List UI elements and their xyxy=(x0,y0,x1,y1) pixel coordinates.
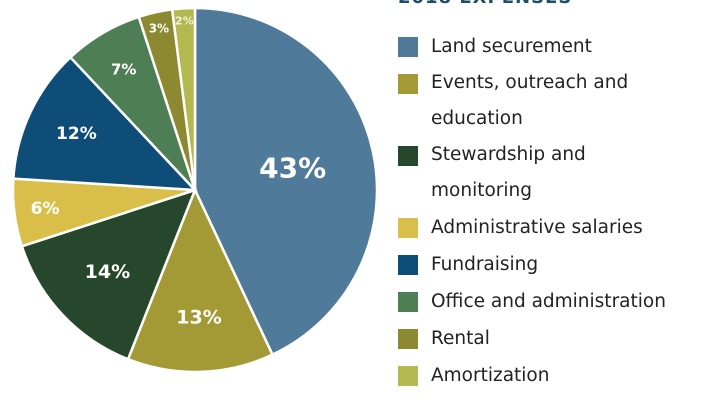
legend-swatch xyxy=(398,292,418,312)
legend: Land securement Events, outreach and educa… xyxy=(398,28,703,394)
legend-item: Events, outreach and education xyxy=(398,65,703,137)
legend-item: Fundraising xyxy=(398,246,703,283)
pie-slice-label-1: 43% xyxy=(259,152,326,185)
legend-swatch xyxy=(398,74,418,94)
legend-label: Fundraising xyxy=(431,246,703,283)
legend-item: Administrative salaries xyxy=(398,209,703,246)
pie-slice-label-3: 14% xyxy=(85,261,130,283)
legend-label: Administrative salaries xyxy=(431,209,703,246)
legend-label: Land securement xyxy=(431,28,703,65)
pie-slice-label-4: 6% xyxy=(31,199,60,219)
pie-slice-label-6: 7% xyxy=(111,60,136,78)
pie-chart: 43% 13% 14% 6% 12% 7% 3% 2% xyxy=(0,0,390,417)
pie-slice-label-2: 13% xyxy=(176,306,221,328)
legend-swatch xyxy=(398,218,418,238)
legend-label: education xyxy=(431,101,703,137)
legend-label: Amortization xyxy=(431,357,703,394)
legend-label: monitoring xyxy=(431,173,703,209)
legend-label: Stewardship and xyxy=(431,137,703,173)
legend-item: Amortization xyxy=(398,357,703,394)
legend-swatch xyxy=(398,255,418,275)
pie-slice-label-8: 2% xyxy=(175,15,194,28)
legend-swatch xyxy=(398,146,418,166)
pie-slice-label-5: 12% xyxy=(56,124,97,144)
legend-swatch xyxy=(398,37,418,57)
legend-item: Office and administration xyxy=(398,283,703,320)
legend-label: Events, outreach and xyxy=(431,65,703,101)
legend-item: Stewardship and monitoring xyxy=(398,137,703,209)
legend-label: Rental xyxy=(431,320,703,357)
pie-slice-label-7: 3% xyxy=(149,21,169,35)
chart-title: 2018 EXPENSES xyxy=(398,0,572,8)
legend-label: Office and administration xyxy=(431,283,703,320)
legend-swatch xyxy=(398,366,418,386)
legend-item: Rental xyxy=(398,320,703,357)
legend-item: Land securement xyxy=(398,28,703,65)
legend-swatch xyxy=(398,329,418,349)
